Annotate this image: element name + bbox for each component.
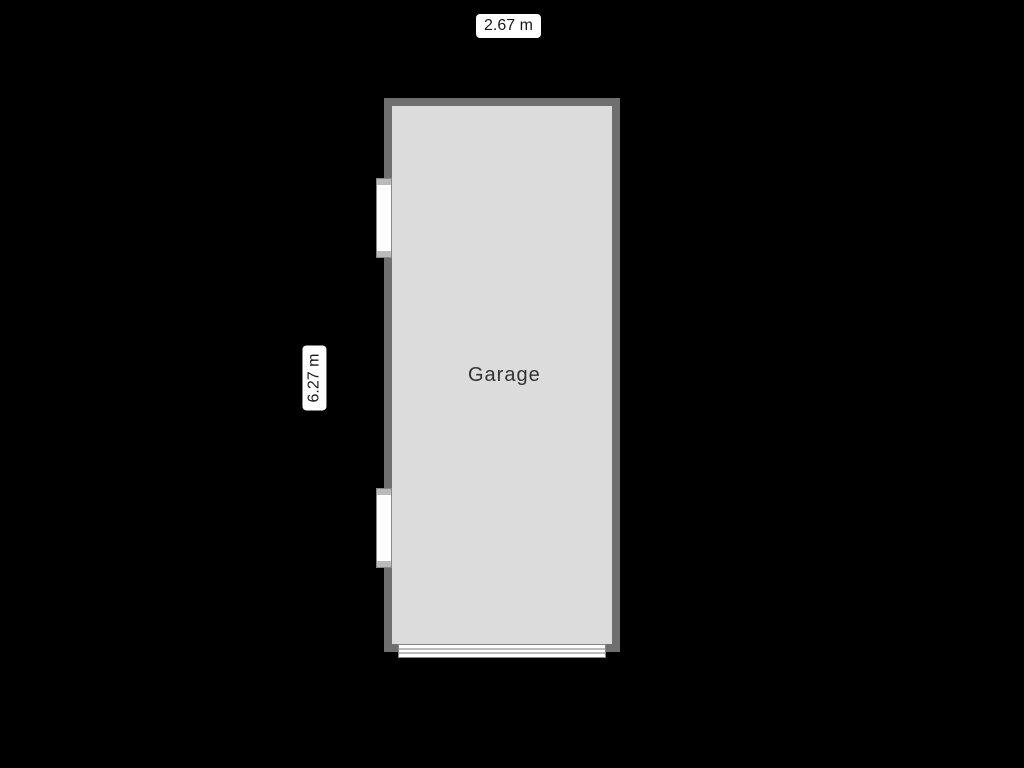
floorplan-canvas: 2.67 m 6.27 m Garage bbox=[0, 0, 1024, 768]
garage-door bbox=[398, 644, 606, 658]
dimension-width-tick-left bbox=[447, 20, 449, 30]
window-left-1 bbox=[376, 178, 392, 258]
window-left-2 bbox=[376, 488, 392, 568]
dimension-height-tick-top bbox=[302, 335, 312, 337]
dimension-width-tick-right bbox=[555, 20, 557, 30]
room-label-garage: Garage bbox=[468, 364, 541, 387]
dimension-width-label: 2.67 m bbox=[476, 14, 541, 38]
dimension-height-tick-bottom bbox=[302, 414, 312, 416]
dimension-height-label: 6.27 m bbox=[302, 346, 326, 411]
